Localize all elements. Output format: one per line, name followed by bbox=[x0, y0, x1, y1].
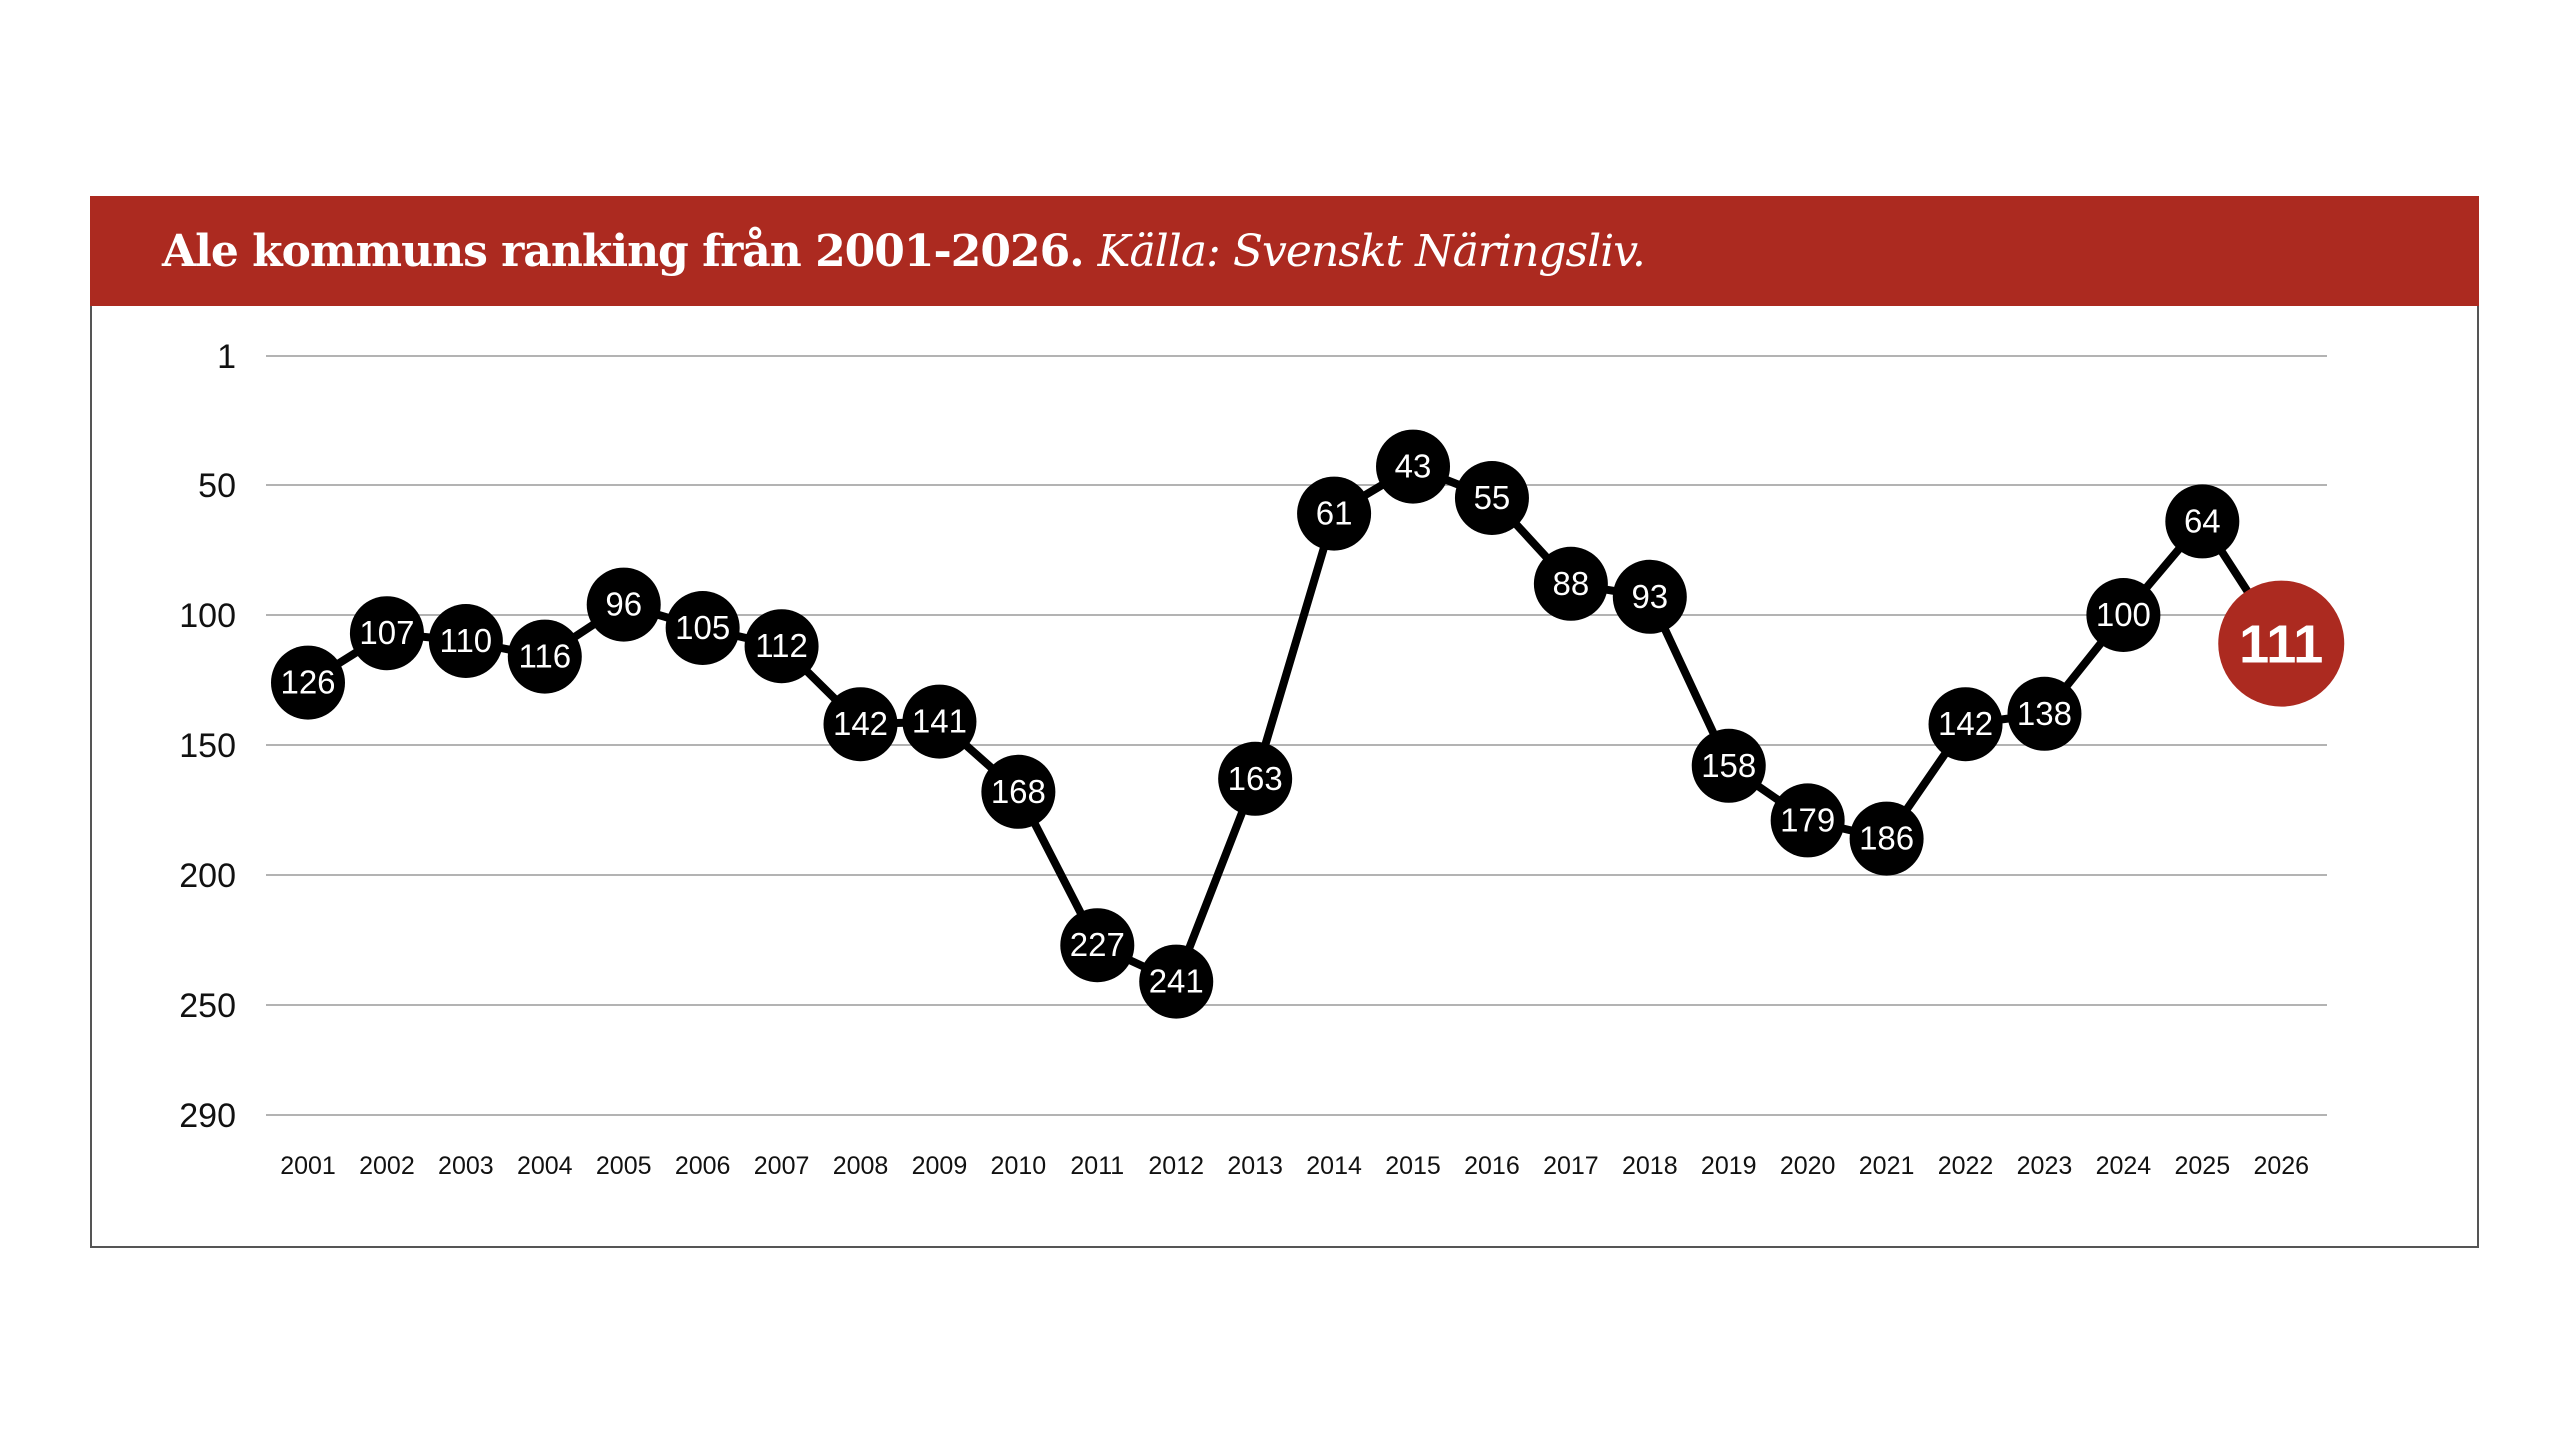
data-point bbox=[2007, 676, 2082, 751]
chart-card: Ale kommuns ranking från 2001-2026. Käll… bbox=[90, 196, 2479, 1248]
x-tick-label: 2009 bbox=[912, 1152, 968, 1180]
y-tick-label: 100 bbox=[179, 597, 236, 635]
data-label: 55 bbox=[1474, 479, 1511, 516]
x-tick-label: 2026 bbox=[2253, 1152, 2309, 1180]
highlight-data-label: 111 bbox=[2239, 615, 2323, 675]
x-tick-label: 2005 bbox=[596, 1152, 652, 1180]
data-point bbox=[428, 604, 503, 678]
y-tick-label: 50 bbox=[198, 467, 236, 505]
x-tick-label: 2012 bbox=[1148, 1152, 1204, 1180]
data-point bbox=[1533, 546, 1608, 621]
data-label: 100 bbox=[2096, 596, 2151, 633]
highlight-point bbox=[2218, 580, 2345, 707]
x-tick-label: 2003 bbox=[438, 1152, 494, 1180]
x-tick-label: 2013 bbox=[1227, 1152, 1283, 1180]
x-tick-label: 2021 bbox=[1859, 1152, 1915, 1180]
y-tick-label: 150 bbox=[179, 727, 236, 765]
x-tick-label: 2015 bbox=[1385, 1152, 1441, 1180]
x-tick-label: 2007 bbox=[754, 1152, 810, 1180]
data-label: 88 bbox=[1553, 565, 1590, 602]
data-point bbox=[1691, 728, 1766, 803]
data-label: 227 bbox=[1070, 926, 1125, 963]
y-tick-label: 1 bbox=[217, 338, 236, 376]
data-label: 112 bbox=[755, 627, 808, 664]
data-point bbox=[1139, 944, 1214, 1019]
data-label: 142 bbox=[1938, 705, 1993, 742]
data-point bbox=[823, 687, 898, 762]
data-label: 110 bbox=[440, 622, 493, 659]
x-tick-label: 2002 bbox=[359, 1152, 415, 1180]
x-tick-label: 2011 bbox=[1070, 1152, 1124, 1180]
chart-title: Ale kommuns ranking från 2001-2026. bbox=[162, 225, 1085, 277]
x-tick-label: 2014 bbox=[1306, 1152, 1362, 1180]
x-tick-label: 2016 bbox=[1464, 1152, 1520, 1180]
y-tick-label: 290 bbox=[179, 1097, 236, 1135]
data-label: 126 bbox=[280, 664, 335, 701]
x-tick-label: 2017 bbox=[1543, 1152, 1599, 1180]
data-label: 105 bbox=[675, 609, 730, 646]
chart-source: Källa: Svenskt Näringsliv. bbox=[1097, 225, 1646, 277]
data-point bbox=[1928, 687, 2003, 762]
x-tick-label: 2025 bbox=[2175, 1152, 2231, 1180]
data-point bbox=[744, 609, 819, 684]
x-tick-label: 2010 bbox=[991, 1152, 1047, 1180]
x-tick-label: 2023 bbox=[2017, 1152, 2073, 1180]
x-tick-label: 2024 bbox=[2096, 1152, 2152, 1180]
y-tick-label: 250 bbox=[179, 987, 236, 1025]
x-tick-label: 2001 bbox=[280, 1152, 336, 1180]
data-point bbox=[271, 645, 345, 720]
data-label: 61 bbox=[1316, 495, 1353, 532]
data-point bbox=[1454, 461, 1529, 535]
data-label: 168 bbox=[991, 773, 1046, 810]
data-point bbox=[586, 567, 661, 642]
x-tick-label: 2004 bbox=[517, 1152, 573, 1180]
data-label: 64 bbox=[2184, 502, 2221, 539]
y-tick-label: 200 bbox=[179, 857, 236, 895]
data-point bbox=[1297, 476, 1372, 551]
data-point bbox=[1612, 559, 1687, 634]
x-tick-label: 2018 bbox=[1622, 1152, 1678, 1180]
data-label: 96 bbox=[605, 586, 642, 623]
data-label: 241 bbox=[1149, 963, 1204, 1000]
data-label: 93 bbox=[1631, 578, 1668, 615]
data-label: 179 bbox=[1780, 801, 1835, 838]
data-label: 43 bbox=[1395, 448, 1432, 485]
data-label: 141 bbox=[912, 703, 967, 740]
data-point bbox=[665, 591, 740, 665]
data-label: 138 bbox=[2017, 695, 2072, 732]
data-point bbox=[1376, 429, 1451, 504]
data-label: 158 bbox=[1701, 747, 1756, 784]
x-tick-label: 2008 bbox=[833, 1152, 889, 1180]
data-point bbox=[1218, 741, 1293, 816]
data-label: 186 bbox=[1859, 820, 1914, 857]
data-label: 142 bbox=[833, 705, 888, 742]
data-point bbox=[1849, 801, 1924, 876]
data-label: 163 bbox=[1228, 760, 1283, 797]
data-point bbox=[2165, 484, 2240, 559]
data-point bbox=[981, 754, 1056, 829]
data-label: 116 bbox=[518, 638, 571, 675]
data-point bbox=[1770, 783, 1845, 858]
data-point bbox=[1060, 908, 1135, 983]
x-tick-label: 2006 bbox=[675, 1152, 731, 1180]
data-point bbox=[507, 619, 582, 694]
data-point bbox=[2086, 578, 2161, 652]
chart-header-banner: Ale kommuns ranking från 2001-2026. Käll… bbox=[90, 196, 2479, 306]
data-label: 107 bbox=[359, 614, 414, 651]
data-point bbox=[902, 684, 977, 759]
data-point bbox=[349, 596, 424, 671]
x-tick-label: 2019 bbox=[1701, 1152, 1757, 1180]
x-tick-label: 2022 bbox=[1938, 1152, 1994, 1180]
x-tick-label: 2020 bbox=[1780, 1152, 1836, 1180]
